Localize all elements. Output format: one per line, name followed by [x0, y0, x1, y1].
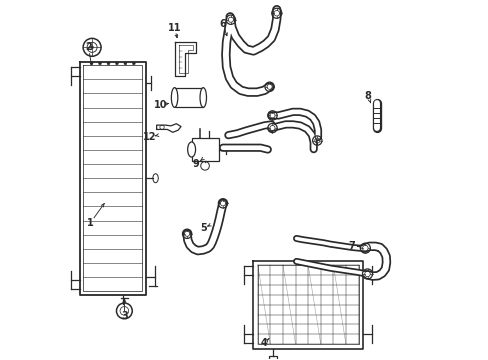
Ellipse shape: [200, 87, 206, 107]
Text: 3: 3: [121, 311, 127, 321]
Text: 2: 2: [85, 42, 92, 52]
Text: 5: 5: [200, 224, 206, 233]
Text: 7: 7: [348, 241, 355, 251]
Text: 8: 8: [364, 91, 371, 101]
Circle shape: [123, 62, 126, 65]
Text: 4: 4: [260, 338, 267, 348]
Circle shape: [99, 62, 101, 65]
Circle shape: [107, 62, 110, 65]
Text: 6: 6: [219, 19, 226, 29]
Ellipse shape: [187, 142, 195, 157]
Circle shape: [132, 62, 135, 65]
Text: 9: 9: [192, 159, 199, 169]
Text: 1: 1: [87, 218, 94, 228]
Text: 10: 10: [153, 100, 166, 110]
Text: 12: 12: [142, 132, 156, 142]
Circle shape: [90, 46, 93, 49]
Circle shape: [115, 62, 118, 65]
Circle shape: [90, 62, 93, 65]
Bar: [191, 138, 218, 161]
Text: 11: 11: [167, 23, 181, 33]
Ellipse shape: [171, 87, 178, 107]
Bar: [174, 87, 203, 107]
Bar: [268, 356, 277, 360]
